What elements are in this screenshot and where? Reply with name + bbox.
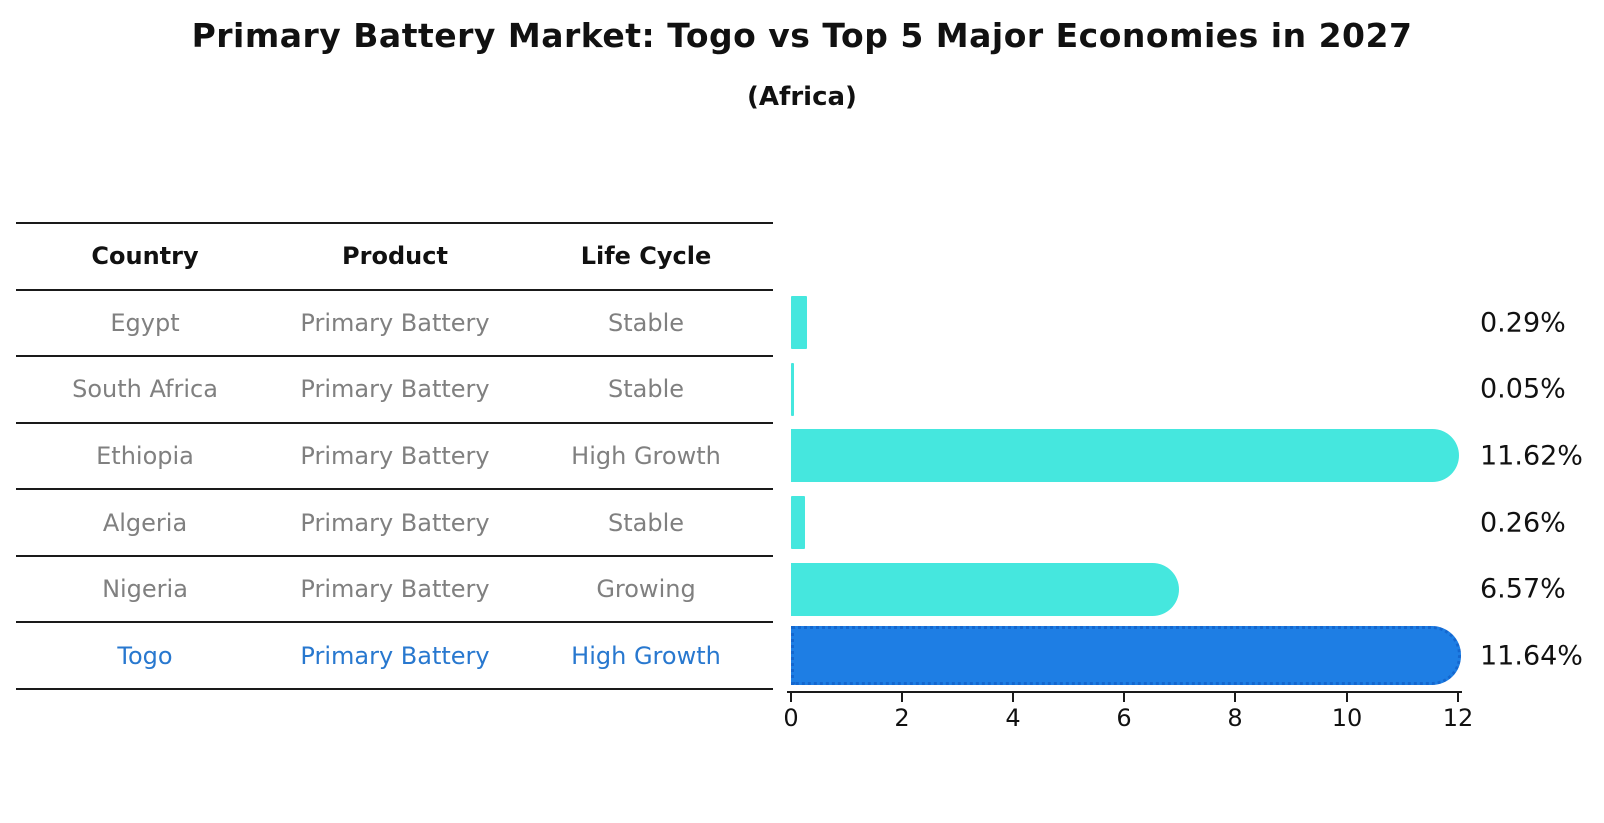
column-header-country: Country xyxy=(91,242,199,270)
table-rule xyxy=(16,621,773,623)
table-cell-product: Primary Battery xyxy=(300,575,490,603)
bar-togo xyxy=(791,626,1461,685)
x-axis-tick xyxy=(901,693,903,702)
x-axis-tick xyxy=(1457,693,1459,702)
table-cell-product: Primary Battery xyxy=(300,509,490,537)
bar-value-label: 0.29% xyxy=(1480,307,1566,339)
x-axis-spine xyxy=(787,691,1462,693)
bar-value-label: 6.57% xyxy=(1480,573,1566,605)
table-cell-product: Primary Battery xyxy=(300,642,490,670)
x-axis-tick xyxy=(1234,693,1236,702)
table-rule xyxy=(16,355,773,357)
table-cell-product: Primary Battery xyxy=(300,375,490,403)
x-axis-tick xyxy=(790,693,792,702)
table-cell-life-cycle: High Growth xyxy=(571,442,721,470)
x-axis-tick-label: 12 xyxy=(1442,704,1474,732)
table-rule xyxy=(16,555,773,557)
chart-title: Primary Battery Market: Togo vs Top 5 Ma… xyxy=(191,16,1413,55)
table-cell-country: Togo xyxy=(117,642,173,670)
chart-subtitle: (Africa) xyxy=(747,82,857,112)
bar-value-label: 11.64% xyxy=(1480,640,1583,672)
column-header-life-cycle: Life Cycle xyxy=(580,242,712,270)
table-cell-country: Nigeria xyxy=(102,575,188,603)
table-cell-country: Egypt xyxy=(110,309,180,337)
x-axis-tick xyxy=(1123,693,1125,702)
x-axis-tick-label: 6 xyxy=(1116,704,1132,732)
table-cell-life-cycle: Stable xyxy=(607,509,685,537)
table-cell-product: Primary Battery xyxy=(300,442,490,470)
bar-nigeria xyxy=(791,563,1179,616)
bar-south-africa xyxy=(791,363,794,416)
table-rule xyxy=(16,688,773,690)
x-axis-tick-label: 0 xyxy=(783,704,799,732)
table-rule xyxy=(16,422,773,424)
table-rule xyxy=(16,222,773,224)
table-rule xyxy=(16,488,773,490)
table-cell-life-cycle: High Growth xyxy=(571,642,721,670)
table-rule xyxy=(16,289,773,291)
table-cell-country: Algeria xyxy=(102,509,188,537)
bar-egypt xyxy=(791,296,807,349)
column-header-product: Product xyxy=(342,242,448,270)
table-cell-product: Primary Battery xyxy=(300,309,490,337)
table-cell-country: South Africa xyxy=(72,375,218,403)
table-cell-country: Ethiopia xyxy=(96,442,194,470)
table-cell-life-cycle: Stable xyxy=(607,375,685,403)
x-axis-tick-label: 2 xyxy=(894,704,910,732)
bar-value-label: 0.26% xyxy=(1480,507,1566,539)
x-axis-tick-label: 10 xyxy=(1331,704,1363,732)
x-axis-tick-label: 4 xyxy=(1005,704,1021,732)
bar-value-label: 11.62% xyxy=(1480,440,1583,472)
x-axis-tick xyxy=(1012,693,1014,702)
bar-algeria xyxy=(791,496,805,549)
table-cell-life-cycle: Growing xyxy=(596,575,696,603)
x-axis-tick xyxy=(1346,693,1348,702)
bar-ethiopia xyxy=(791,429,1459,482)
bar-value-label: 0.05% xyxy=(1480,373,1566,405)
x-axis-tick-label: 8 xyxy=(1227,704,1243,732)
table-cell-life-cycle: Stable xyxy=(607,309,685,337)
